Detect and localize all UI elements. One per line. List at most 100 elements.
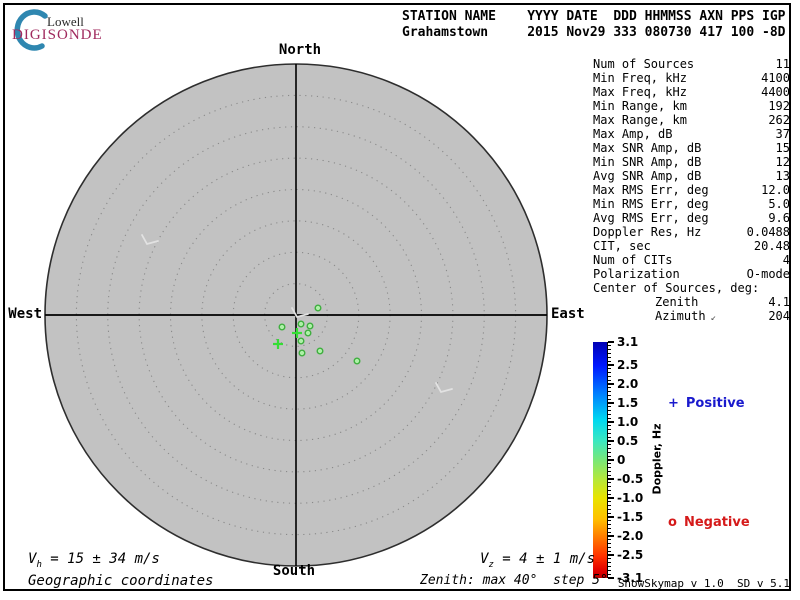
- source-dot-negative: [298, 349, 306, 357]
- colorbar-minor-tick: [608, 410, 611, 412]
- faint-streak: [291, 307, 309, 319]
- stats-row: Num of Sources 11: [593, 57, 790, 71]
- colorbar-minor-tick: [608, 394, 611, 396]
- colorbar-tick-label: -2.0: [617, 529, 644, 544]
- azimuth-direction-arrow: ↙: [710, 313, 716, 323]
- stats-value: 9.6: [768, 211, 790, 225]
- stats-label: Min RMS Err, deg: [593, 197, 709, 211]
- stats-value: 4100: [761, 71, 790, 85]
- stats-label: Min Freq, kHz: [593, 71, 687, 85]
- stats-label: Azimuth: [655, 309, 706, 323]
- colorbar-tick-label: 2.0: [617, 376, 639, 391]
- stats-row: Azimuth ↙ 204: [593, 309, 790, 323]
- colorbar-minor-tick: [608, 505, 611, 507]
- colorbar-minor-tick: [608, 425, 611, 427]
- stats-value: 262: [768, 113, 790, 127]
- colorbar-minor-tick: [608, 493, 611, 495]
- colorbar-tick-label: -0.5: [617, 472, 644, 487]
- colorbar-major-tick: [608, 516, 614, 518]
- stats-value: 15: [775, 141, 790, 155]
- colorbar-gradient: [593, 342, 608, 578]
- stats-row: Max SNR Amp, dB 15: [593, 141, 790, 155]
- colorbar-minor-tick: [608, 547, 611, 549]
- source-dot-positive: [273, 339, 283, 349]
- colorbar-minor-tick: [608, 508, 611, 510]
- stats-label: Avg RMS Err, deg: [593, 211, 709, 225]
- stats-row: Polarization O-mode: [593, 267, 790, 281]
- vertical-velocity-readout: Vz = 4 ± 1 m/s: [480, 551, 596, 570]
- coordinate-system-label: Geographic coordinates: [28, 573, 214, 589]
- colorbar-major-tick: [608, 440, 614, 442]
- stats-row: Avg SNR Amp, dB 13: [593, 169, 790, 183]
- colorbar-minor-tick: [608, 371, 611, 373]
- stats-value: 5.0: [768, 197, 790, 211]
- stats-value: 12.0: [761, 183, 790, 197]
- colorbar-minor-tick: [608, 524, 611, 526]
- colorbar-minor-tick: [608, 566, 611, 568]
- source-dot-negative: [278, 323, 286, 331]
- station-header-values: Grahamstown 2015 Nov29 333 080730 417 10…: [402, 25, 786, 40]
- stats-row: CIT, sec 20.48: [593, 239, 790, 253]
- source-dot-negative: [304, 329, 312, 337]
- colorbar-tick-label: -1.0: [617, 491, 644, 506]
- stats-value: 0.0488: [746, 225, 790, 239]
- stats-row: Num of CITs 4: [593, 253, 790, 267]
- stats-row: Zenith 4.1: [593, 295, 790, 309]
- source-dot-negative: [297, 337, 305, 345]
- colorbar-minor-tick: [608, 349, 611, 351]
- colorbar-tick-label: -3.1: [617, 571, 644, 585]
- stats-label: Zenith: [655, 295, 699, 309]
- stats-row: Min SNR Amp, dB 12: [593, 155, 790, 169]
- source-dot-negative: [314, 304, 322, 312]
- colorbar-major-tick: [608, 364, 614, 366]
- colorbar-major-tick: [608, 577, 614, 579]
- colorbar-minor-tick: [608, 444, 611, 446]
- digisonde-crescent-icon: [14, 9, 48, 51]
- colorbar-minor-tick: [608, 352, 611, 354]
- colorbar-minor-tick: [608, 390, 611, 392]
- circle-symbol-icon: o: [668, 515, 677, 530]
- stats-value: 4.1: [768, 295, 790, 309]
- colorbar-minor-tick: [608, 436, 611, 438]
- colorbar-minor-tick: [608, 356, 611, 358]
- colorbar-minor-tick: [608, 531, 611, 533]
- colorbar-major-tick: [608, 402, 614, 404]
- stats-value: 4: [782, 253, 790, 267]
- colorbar-minor-tick: [608, 375, 611, 377]
- logo-digisonde-text: DIGISONDE: [12, 27, 103, 43]
- colorbar-minor-tick: [608, 569, 611, 571]
- stats-value: 20.48: [753, 239, 790, 253]
- colorbar-minor-tick: [608, 520, 611, 522]
- colorbar-minor-tick: [608, 470, 611, 472]
- stats-row: Avg RMS Err, deg 9.6: [593, 211, 790, 225]
- colorbar-minor-tick: [608, 451, 611, 453]
- stats-row: Min RMS Err, deg 5.0: [593, 197, 790, 211]
- colorbar-minor-tick: [608, 512, 611, 514]
- colorbar-major-tick: [608, 478, 614, 480]
- legend-positive-label: Positive: [685, 396, 745, 411]
- colorbar-minor-tick: [608, 345, 611, 347]
- colorbar-minor-tick: [608, 455, 611, 457]
- logo-lowell-text: Lowell: [47, 14, 84, 29]
- legend-negative-label: Negative: [683, 515, 750, 530]
- stats-row: Max RMS Err, deg 12.0: [593, 183, 790, 197]
- colorbar-major-tick: [608, 554, 614, 556]
- colorbar-minor-tick: [608, 368, 611, 370]
- stats-row: Doppler Res, Hz 0.0488: [593, 225, 790, 239]
- colorbar-minor-tick: [608, 528, 611, 530]
- stats-value: 192: [768, 99, 790, 113]
- colorbar-tick-label: 0.5: [617, 433, 639, 448]
- doppler-colorbar: 3.1 2.5 2.0 1.5 1.0 0.5 0 -0.5 -1.0 -1.5 -2.0 -2.5 -…: [593, 335, 673, 585]
- colorbar-major-tick: [608, 341, 614, 343]
- colorbar-minor-tick: [608, 463, 611, 465]
- stats-value: 12: [775, 155, 790, 169]
- stats-label: Max Range, km: [593, 113, 687, 127]
- stats-label: Center of Sources, deg:: [593, 281, 760, 295]
- colorbar-minor-tick: [608, 550, 611, 552]
- colorbar-tick-label: -1.5: [617, 510, 644, 525]
- colorbar-minor-tick: [608, 543, 611, 545]
- stats-row: Max Amp, dB 37: [593, 127, 790, 141]
- colorbar-major-tick: [608, 459, 614, 461]
- compass-label-south: South: [272, 563, 316, 579]
- stats-row: Max Range, km 262: [593, 113, 790, 127]
